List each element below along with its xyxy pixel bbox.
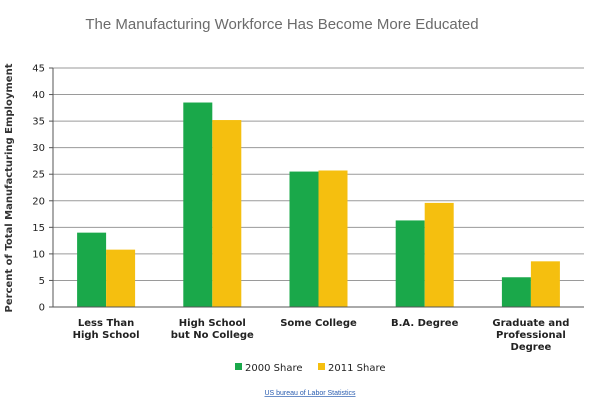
x-tick-label: B.A. Degree — [391, 318, 459, 329]
y-axis-label: Percent of Total Manufacturing Employmen… — [4, 63, 15, 312]
x-tick-label-line: Some College — [280, 318, 357, 329]
x-tick-label-line: Less Than — [78, 318, 134, 329]
bars — [77, 102, 560, 308]
bar-2000-2 — [289, 171, 319, 307]
x-tick-label-line: High School — [73, 330, 140, 341]
y-tick-label: 0 — [39, 303, 45, 314]
x-tick-label-line: Professional — [496, 330, 566, 341]
x-tick-label: Less Than High School — [73, 318, 140, 341]
y-tick-label: 35 — [32, 117, 45, 128]
bar-2011-1 — [212, 120, 242, 307]
bar-2011-4 — [530, 261, 560, 307]
bar-2011-2 — [318, 170, 348, 307]
legend: 2000 Share 2011 Share — [235, 363, 386, 374]
bar-2000-0 — [77, 232, 107, 307]
legend-label: 2011 Share — [328, 363, 386, 374]
legend-label: 2000 Share — [245, 363, 303, 374]
x-tick-label: High School but No College — [171, 318, 254, 341]
y-tick-label: 15 — [32, 223, 45, 234]
y-tick-label: 25 — [32, 170, 45, 181]
y-tick-label: 5 — [39, 276, 45, 287]
x-tick-label-line: B.A. Degree — [391, 318, 459, 329]
bar-2000-1 — [183, 102, 213, 308]
x-tick-label: Graduate and Professional Degree — [492, 318, 569, 353]
x-tick-label-line: Degree — [511, 342, 552, 353]
legend-swatch — [318, 363, 325, 370]
x-tick-label-line: High School — [179, 318, 246, 329]
source-link[interactable]: US bureau of Labor Statistics — [264, 390, 356, 397]
x-tick-label-line: but No College — [171, 330, 254, 341]
x-tick-label-line: Graduate and — [492, 318, 569, 329]
y-tick-label: 30 — [32, 143, 45, 154]
chart-title: The Manufacturing Workforce Has Become M… — [85, 16, 478, 33]
bar-2011-0 — [106, 249, 136, 307]
y-tick-label: 20 — [32, 196, 45, 207]
axes: 0 5 10 15 20 25 30 35 40 45 — [32, 64, 584, 314]
y-tick-label: 10 — [32, 249, 45, 260]
bar-2011-3 — [424, 202, 454, 307]
y-tick-label: 40 — [32, 90, 45, 101]
y-tick-label: 45 — [32, 64, 45, 75]
bar-2000-4 — [501, 277, 531, 307]
legend-swatch — [235, 363, 242, 370]
x-tick-label: Some College — [280, 318, 357, 329]
bar-2000-3 — [395, 220, 425, 307]
